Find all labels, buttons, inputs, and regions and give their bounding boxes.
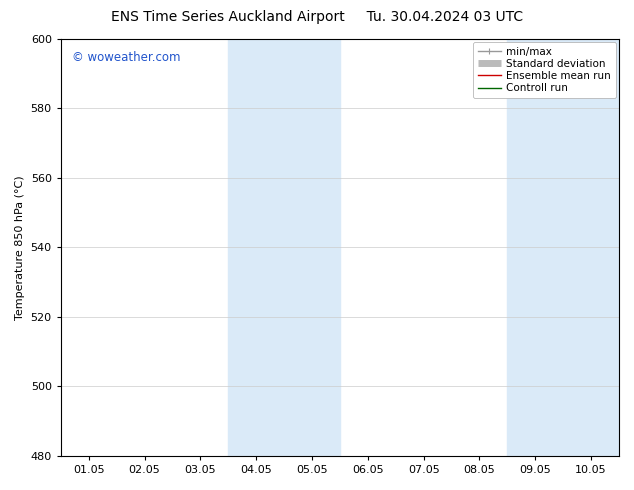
Text: ENS Time Series Auckland Airport     Tu. 30.04.2024 03 UTC: ENS Time Series Auckland Airport Tu. 30.…	[111, 10, 523, 24]
Text: © woweather.com: © woweather.com	[72, 51, 181, 64]
Legend: min/max, Standard deviation, Ensemble mean run, Controll run: min/max, Standard deviation, Ensemble me…	[472, 42, 616, 98]
Y-axis label: Temperature 850 hPa (°C): Temperature 850 hPa (°C)	[15, 175, 25, 319]
Bar	[507, 39, 619, 456]
Bar	[228, 39, 340, 456]
